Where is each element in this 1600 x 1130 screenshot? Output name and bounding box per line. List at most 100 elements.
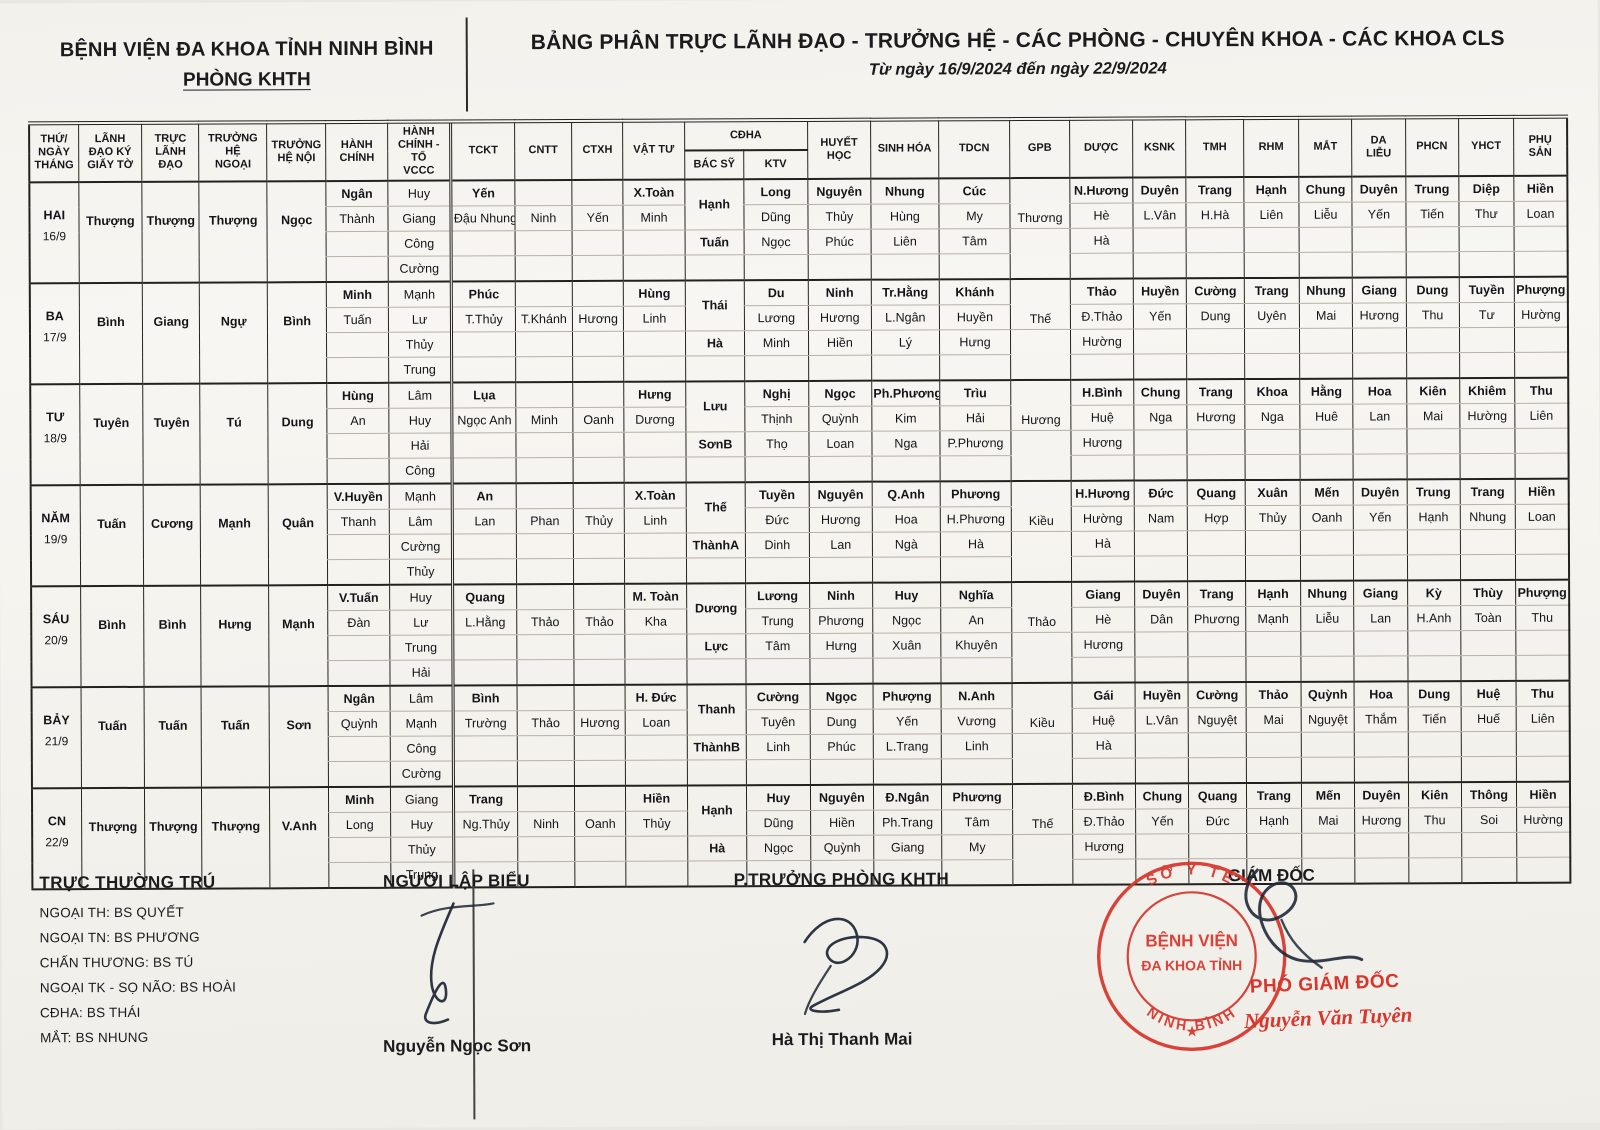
schedule-cell: Tr.Hằng [871,279,939,305]
column-header: CTXH [572,121,623,180]
schedule-cell: Phượng [873,683,941,709]
schedule-cell [327,433,389,458]
schedule-cell: Uyên [1244,303,1299,328]
schedule-cell [1515,529,1569,554]
schedule-cell: Linh [625,508,687,533]
schedule-cell: Minh [745,330,809,355]
schedule-cell: Trang [1246,783,1301,809]
schedule-cell: Hương [1187,404,1244,429]
schedule-cell [1352,227,1405,252]
schedule-cell: Thủy [1245,505,1300,530]
schedule-cell: Thủy [808,204,872,229]
schedule-cell: Thu [1408,807,1461,832]
schedule-cell: Trang [1187,379,1244,405]
schedule-cell [1355,833,1408,858]
column-group-header: CĐHA [684,120,807,151]
schedule-cell: Trung [388,357,452,383]
schedule-cell [1301,757,1354,783]
schedule-cell: Nghị [745,381,809,407]
schedule-cell [1302,833,1355,858]
schedule-cell [452,458,516,484]
day-name: BA [32,309,78,323]
schedule-cell [1459,251,1514,277]
schedule-cell: Hạnh [1245,581,1300,607]
schedule-cell [1189,732,1246,757]
schedule-cell: Tuấn [81,687,145,788]
schedule-cell: Thanh [328,509,390,534]
schedule-cell [1070,354,1134,380]
schedule-cell: Dũng [744,204,808,229]
schedule-cell: Oanh [1300,505,1353,530]
schedule-cell [1186,227,1243,252]
schedule-cell [1012,632,1072,683]
schedule-cell [1010,228,1070,279]
schedule-cell: Hạnh [1246,808,1301,833]
schedule-cell [1135,556,1188,582]
schedule-cell [1246,631,1301,656]
schedule-cell [1188,555,1245,581]
schedule-cell: Đức [745,507,809,532]
schedule-cell: Minh [327,282,389,308]
schedule-cell [1299,227,1352,252]
column-header: TMH [1186,118,1244,177]
schedule-cell [1134,354,1187,380]
schedule-cell [516,457,573,483]
schedule-cell: Duyên [1353,479,1406,505]
schedule-cell: Hà [1071,531,1135,556]
schedule-cell: Kiên [1408,782,1461,808]
schedule-cell: Thu [1516,605,1570,630]
schedule-cell [1244,227,1299,252]
schedule-cell [1355,732,1408,757]
schedule-cell: Chung [1136,783,1189,809]
schedule-cell [873,658,941,684]
column-header: PHCN [1405,117,1458,176]
schedule-cell: Lư [388,307,452,332]
schedule-cell: Hiền [1517,782,1571,808]
schedule-cell: Hà [940,531,1012,556]
schedule-cell: T.Thủy [452,307,516,332]
schedule-cell: Mai [1406,403,1459,428]
resident-line: CĐHA: BS THÁI [40,1004,236,1020]
schedule-cell [1301,631,1354,656]
schedule-cell [1461,756,1516,782]
schedule-cell: Linh [746,734,810,759]
schedule-cell: Thông [1461,782,1516,808]
schedule-cell: Thọ [745,431,809,456]
schedule-cell: Vương [941,708,1013,733]
schedule-cell: Trang [1186,177,1243,203]
schedule-cell: An [452,483,516,509]
schedule-cell [1244,328,1299,353]
schedule-cell: Đ.Ngân [874,784,942,810]
schedule-cell: Loan [1515,504,1569,529]
schedule-cell: Tuyên [79,384,143,485]
schedule-cell: L.Trang [873,734,941,759]
resident-line: NGOẠI TH: BS QUYẾT [39,904,235,920]
schedule-cell [1516,655,1570,681]
schedule-cell: Kim [872,406,940,431]
schedule-cell: Hường [1460,403,1515,428]
schedule-cell [808,254,872,280]
schedule-cell: Nguyên [809,482,873,508]
schedule-cell [1245,555,1300,581]
schedule-cell: Huy [747,785,811,811]
schedule-cell: Q.Anh [872,481,940,507]
page-header: BỆNH VIỆN ĐA KHOA TỈNH NINH BÌNH PHÒNG K… [28,13,1568,114]
schedule-cell [573,432,624,457]
schedule-cell: Hiền [626,785,688,811]
schedule-cell: Huyền [1135,682,1188,708]
schedule-cell: Long [329,812,391,837]
schedule-cell: Công [390,736,454,761]
schedule-cell [624,457,686,483]
schedule-cell: Nam [1134,506,1187,531]
schedule-cell: Hè [1071,607,1135,632]
schedule-cell [746,658,810,684]
schedule-cell: Loan [625,710,687,735]
schedule-cell: Thu [1406,302,1459,327]
schedule-cell [1246,757,1301,783]
column-header: CNTT [514,121,572,180]
schedule-cell [573,483,624,509]
schedule-cell: Tâm [939,228,1011,253]
schedule-cell [327,332,389,357]
